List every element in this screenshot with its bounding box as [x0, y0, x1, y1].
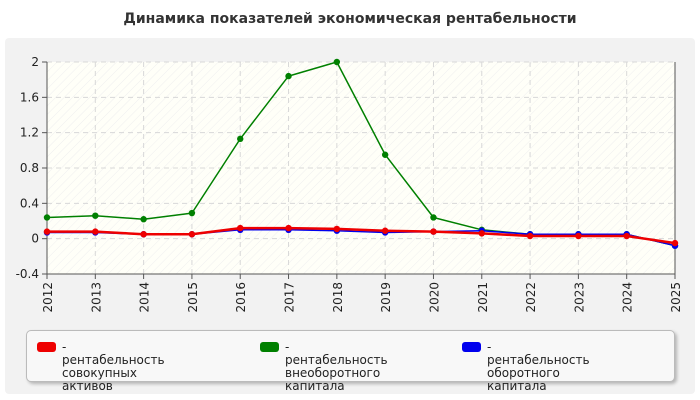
chart-title: Динамика показателей экономическая рента…	[123, 11, 577, 27]
data-point	[430, 214, 437, 221]
x-tick-label: 2023	[572, 282, 586, 313]
y-tick-label: 2	[31, 55, 39, 69]
data-point	[526, 232, 534, 240]
x-tick-label: 2016	[234, 282, 248, 313]
data-point	[237, 224, 244, 232]
y-tick-label: -0.4	[16, 267, 39, 281]
data-point	[140, 231, 147, 238]
x-tick-label: 2021	[476, 282, 490, 313]
x-tick-label: 2014	[138, 282, 152, 313]
data-point	[92, 212, 99, 219]
data-point	[188, 231, 196, 238]
x-tick-label: 2024	[621, 282, 635, 313]
series-line	[47, 226, 676, 245]
x-tick-label: 2012	[41, 282, 55, 313]
data-point	[92, 228, 99, 235]
y-tick-label: 0.8	[20, 161, 39, 175]
legend-swatch-blue	[462, 342, 481, 352]
data-point	[430, 228, 437, 235]
x-tick-label: 2025	[669, 282, 683, 313]
legend: - рентабельность совокупных активов - рен…	[26, 330, 675, 393]
data-point	[285, 72, 292, 80]
data-point	[575, 232, 582, 240]
x-tick-label: 2013	[89, 282, 103, 313]
data-point	[381, 227, 389, 234]
data-point	[188, 209, 196, 217]
data-point	[381, 151, 389, 158]
y-tick-label: 1.2	[20, 126, 39, 140]
legend-label: - рентабельность совокупных активов	[62, 340, 165, 393]
y-tick-label: 0	[31, 232, 39, 246]
legend-swatch-red	[37, 342, 56, 352]
data-point	[43, 228, 51, 235]
series-0	[43, 224, 679, 247]
legend-swatch-green	[260, 342, 279, 352]
x-tick-label: 2017	[283, 282, 297, 313]
x-tick-label: 2019	[379, 282, 393, 313]
data-point	[333, 58, 341, 66]
legend-label: - рентабельность оборотного капитала	[487, 340, 590, 393]
legend-label: - рентабельность внеоборотного капитала	[285, 340, 388, 393]
data-point	[43, 214, 51, 221]
data-point	[623, 232, 630, 240]
y-tick-label: 1.6	[20, 90, 39, 104]
y-tick-label: 0.4	[20, 196, 39, 210]
x-tick-label: 2020	[427, 282, 441, 313]
x-tick-label: 2018	[331, 282, 345, 313]
data-point	[285, 224, 292, 232]
data-point	[333, 225, 341, 233]
data-point	[478, 230, 485, 237]
x-tick-label: 2022	[524, 282, 538, 313]
data-point	[671, 239, 679, 247]
x-tick-label: 2015	[186, 282, 200, 313]
data-point	[237, 135, 244, 143]
data-point	[140, 216, 147, 223]
